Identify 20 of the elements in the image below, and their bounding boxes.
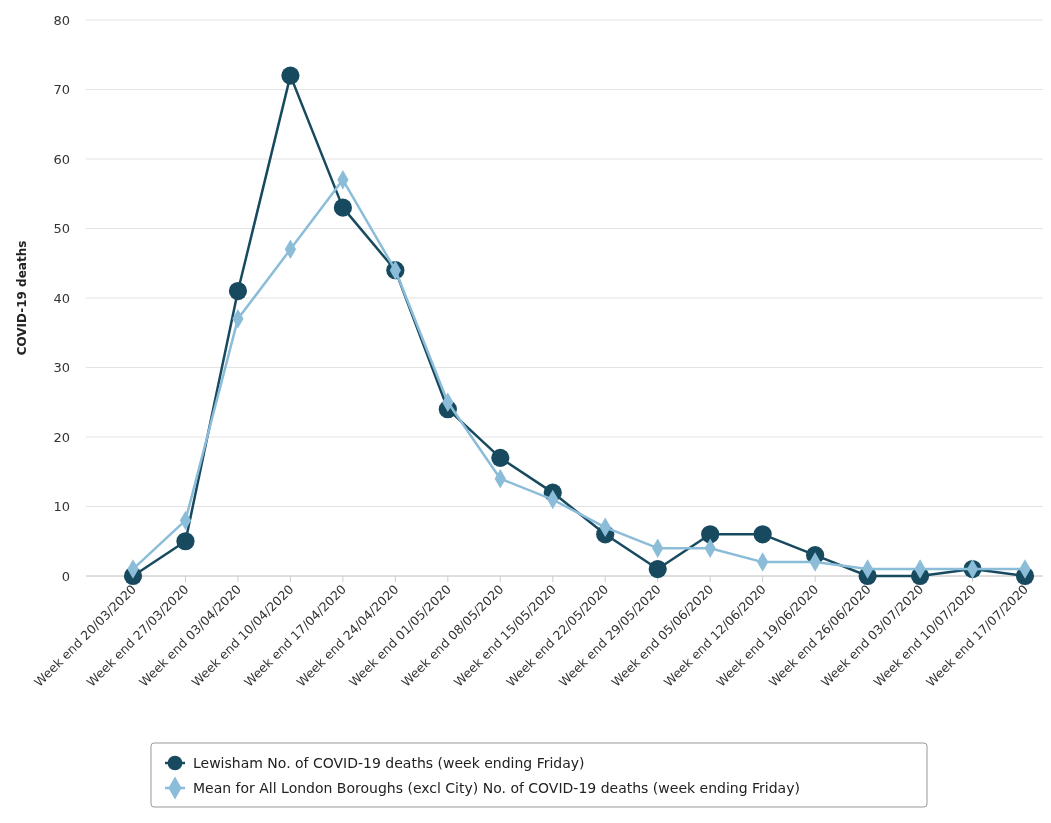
y-axis-title: COVID-19 deaths — [15, 240, 29, 356]
point — [701, 525, 720, 544]
y-tick-label: 50 — [53, 221, 70, 237]
y-tick-label: 30 — [53, 360, 70, 376]
y-tick-label: 80 — [53, 12, 70, 28]
y-tick-label: 40 — [53, 290, 70, 306]
point — [753, 525, 772, 544]
y-tick-label: 60 — [53, 151, 70, 167]
point — [648, 559, 667, 579]
y-tick-label: 20 — [53, 429, 70, 445]
y-tick-label: 0 — [61, 568, 70, 584]
point — [228, 281, 248, 301]
point — [281, 66, 300, 85]
point — [333, 198, 352, 217]
y-tick-label: 70 — [53, 82, 70, 98]
y-tick-label: 10 — [53, 499, 70, 515]
point — [176, 532, 195, 551]
legend-label: Lewisham No. of COVID-19 deaths (week ending Friday) — [193, 754, 585, 771]
legend-label: Mean for All London Boroughs (excl City) No. of COVID-19 deaths (week ending Friday) — [193, 779, 800, 796]
point — [491, 448, 510, 467]
